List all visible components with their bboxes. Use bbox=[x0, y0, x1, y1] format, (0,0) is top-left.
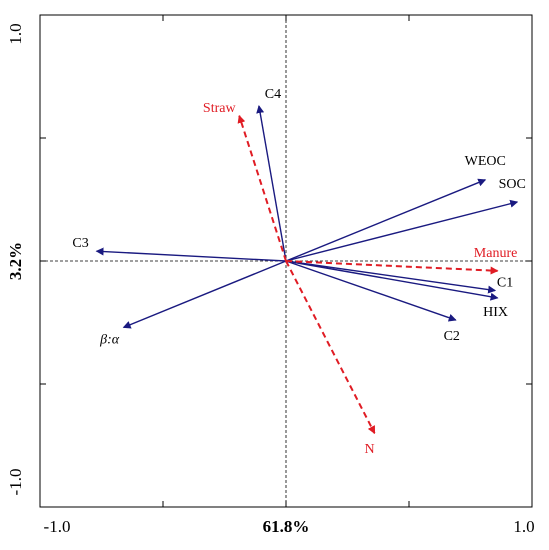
y-tick-label-max: 1.0 bbox=[6, 23, 25, 44]
explanatory-label-straw: Straw bbox=[203, 101, 237, 116]
response-vector-soc bbox=[285, 199, 519, 262]
explanatory-vector-manure bbox=[285, 260, 499, 275]
explanatory-vector-n bbox=[285, 260, 376, 435]
explanatory-label-manure: Manure bbox=[474, 246, 518, 261]
response-label-c2: C2 bbox=[444, 329, 460, 344]
frame-ticks bbox=[40, 15, 532, 507]
response-vector-weoc bbox=[285, 178, 487, 262]
y-axis-label: 3.2% bbox=[6, 242, 25, 280]
response-vector-beta-alpha bbox=[122, 260, 287, 329]
response-vector-hix bbox=[285, 260, 499, 301]
response-vector-c2 bbox=[285, 260, 457, 322]
response-label-soc: SOC bbox=[499, 177, 526, 192]
x-axis-label: 61.8% bbox=[263, 517, 310, 536]
explanatory-vector-straw bbox=[237, 114, 287, 262]
y-tick-label-min: -1.0 bbox=[6, 469, 25, 496]
response-label-c4: C4 bbox=[265, 87, 281, 102]
response-label-weoc: WEOC bbox=[465, 154, 506, 169]
x-tick-label-min: -1.0 bbox=[44, 517, 71, 536]
response-label-hix: HIX bbox=[483, 305, 508, 320]
x-tick-label-max: 1.0 bbox=[513, 517, 534, 536]
response-label-c1: C1 bbox=[497, 276, 513, 291]
response-label-beta-alpha: β:α bbox=[99, 332, 120, 347]
vectors-layer: C4 WEOC SOC C3 C1 HIX C2 β:α Straw Manure N bbox=[72, 87, 525, 457]
explanatory-label-n: N bbox=[364, 442, 374, 457]
response-vector-c3 bbox=[95, 247, 287, 262]
response-vector-c1 bbox=[285, 260, 497, 294]
response-vector-c4 bbox=[256, 105, 287, 262]
response-label-c3: C3 bbox=[72, 236, 88, 251]
